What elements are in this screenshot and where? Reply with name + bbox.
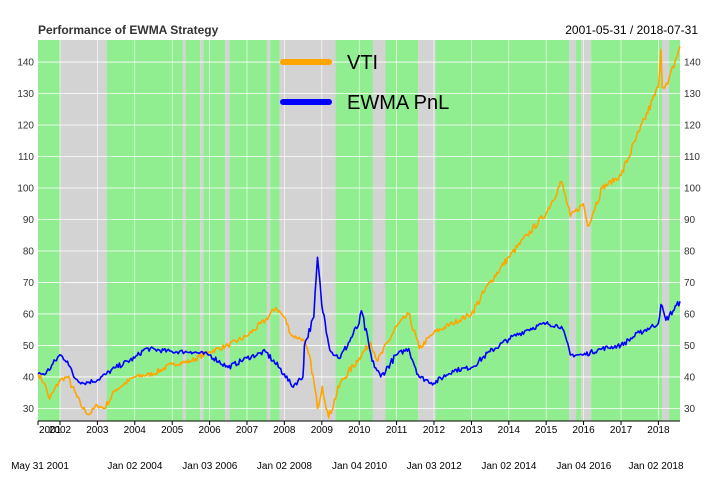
y-tick-label-right: 50: [684, 341, 696, 352]
year-tick-label: 2018: [647, 425, 670, 436]
y-tick-label-right: 140: [684, 58, 701, 69]
regime-band-short: [569, 40, 577, 421]
series-line-ewma-pnl: [37, 256, 681, 388]
regime-band-long: [38, 40, 61, 421]
regime-band-short: [372, 40, 386, 421]
y-tick-label-right: 100: [684, 183, 701, 194]
y-tick-label-left: 100: [17, 183, 34, 194]
regime-band-long: [669, 40, 680, 421]
year-tick-label: 2010: [348, 425, 371, 436]
date-tick-label: Jan 02 2018: [628, 461, 683, 472]
y-tick-label-right: 120: [684, 121, 701, 132]
series-line-vti: [37, 46, 681, 419]
year-tick-label: 2006: [198, 425, 221, 436]
regime-band-long: [106, 40, 183, 421]
date-tick-label: Jan 02 2014: [481, 461, 536, 472]
y-tick-label-right: 30: [684, 404, 696, 415]
date-tick-label: May 31 2001: [11, 461, 69, 472]
series-lines: [37, 46, 681, 419]
y-tick-label-right: 70: [684, 278, 696, 289]
date-tick-label: Jan 04 2016: [556, 461, 611, 472]
regime-band-long: [185, 40, 201, 421]
regime-band-long: [576, 40, 582, 421]
regime-band-long: [385, 40, 419, 421]
y-tick-label-left: 130: [17, 89, 34, 100]
y-tick-label-left: 140: [17, 58, 34, 69]
year-tick-label: 2009: [311, 425, 334, 436]
year-tick-label: 2004: [124, 425, 147, 436]
y-tick-label-right: 80: [684, 246, 696, 257]
legend: VTI EWMA PnL: [280, 52, 449, 114]
y-tick-label-right: 40: [684, 372, 696, 383]
date-range: 2001-05-31 / 2018-07-31: [565, 23, 698, 37]
year-tick-label: 2003: [86, 425, 109, 436]
date-tick-label: Jan 03 2012: [407, 461, 462, 472]
regime-band-short: [225, 40, 230, 421]
year-tick-label: 2005: [161, 425, 184, 436]
chart-title: Performance of EWMA Strategy: [38, 23, 219, 37]
regime-band-short: [266, 40, 271, 421]
date-tick-label: Jan 03 2006: [182, 461, 237, 472]
year-tick-label: 2011: [386, 425, 408, 436]
date-tick-label: Jan 04 2010: [332, 461, 387, 472]
year-tick-label: 2016: [572, 425, 595, 436]
year-tick-label: 2014: [498, 425, 521, 436]
regime-band-long: [335, 40, 373, 421]
y-tick-label-right: 110: [684, 152, 700, 163]
year-tick-label: 2002: [49, 425, 72, 436]
regime-band-short: [60, 40, 107, 421]
year-tick-label: 2007: [236, 425, 259, 436]
axes: 30 30 40 40 50 50 60 60 70 70 80 80 90 90 100 100 110 110…: [11, 58, 701, 472]
date-tick-label: Jan 02 2008: [257, 461, 312, 472]
regime-band-long: [435, 40, 570, 421]
y-tick-label-left: 70: [23, 278, 35, 289]
year-tick-label: 2008: [273, 425, 296, 436]
y-tick-label-left: 50: [23, 341, 35, 352]
regime-band-long: [591, 40, 662, 421]
regime-band-long: [203, 40, 226, 421]
regime-band-short: [581, 40, 592, 421]
regime-band-short: [418, 40, 436, 421]
year-tick-label: 2001: [39, 425, 62, 436]
y-tick-label-right: 130: [684, 89, 701, 100]
regime-band-long: [270, 40, 280, 421]
y-tick-label-left: 110: [18, 152, 34, 163]
year-tick-label: 2012: [423, 425, 446, 436]
regime-band-short: [182, 40, 186, 421]
y-tick-label-left: 80: [23, 246, 35, 257]
regime-band-short: [279, 40, 336, 421]
date-tick-label: Jan 02 2004: [107, 461, 162, 472]
y-tick-label-left: 40: [23, 372, 35, 383]
year-tick-label: 2013: [460, 425, 483, 436]
year-tick-label: 2017: [610, 425, 633, 436]
y-tick-label-left: 120: [17, 121, 34, 132]
year-tick-label: 2015: [535, 425, 558, 436]
y-tick-label-left: 90: [23, 215, 35, 226]
y-tick-label-left: 30: [23, 404, 35, 415]
y-tick-label-right: 60: [684, 309, 696, 320]
regime-band-short: [200, 40, 204, 421]
y-tick-label-right: 90: [684, 215, 696, 226]
y-tick-label-left: 60: [23, 309, 35, 320]
legend-label-ewma-pnl: EWMA PnL: [347, 92, 449, 114]
legend-label-vti: VTI: [347, 52, 378, 74]
regime-band-short: [661, 40, 670, 421]
